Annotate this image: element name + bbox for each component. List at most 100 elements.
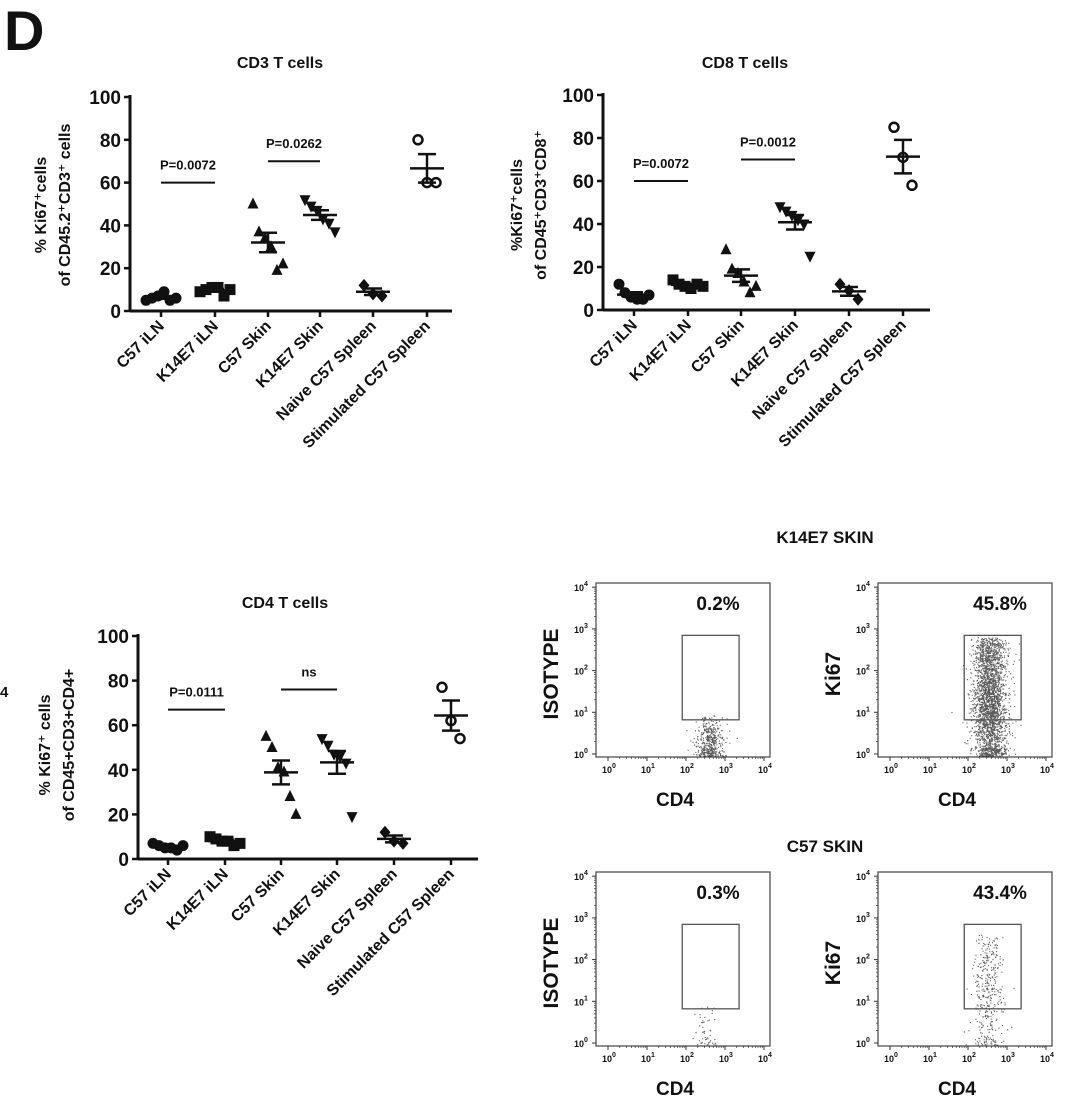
flow-events: [692, 1006, 717, 1046]
data-point: [744, 286, 756, 298]
y-axis-label: of CD45+CD3+CD4+: [61, 669, 78, 822]
flow-plot: 0.3%100100101101102102103103104104CD4ISO…: [540, 870, 772, 1100]
x-tick-label: C57 iLN: [587, 317, 641, 371]
gate-percent: 45.8%: [973, 594, 1027, 615]
data-point: [212, 281, 224, 293]
y-tick-label: 100: [574, 1037, 588, 1049]
y-tick-label: 80: [573, 129, 594, 150]
x-tick-label: 101: [923, 763, 937, 775]
flow-y-label: Ki67: [822, 652, 845, 696]
y-axis-label: of CD45.2⁺CD3⁺ cells: [57, 124, 74, 287]
data-point: [253, 225, 265, 237]
tick-exponent: 2: [690, 763, 694, 770]
y-tick-label: 40: [108, 761, 129, 782]
y-tick-label: 0: [583, 301, 594, 322]
y-axis-label: % Ki67⁺ cells: [37, 694, 54, 795]
tick-exponent: 1: [651, 763, 655, 770]
tick-exponent: 4: [866, 581, 870, 588]
x-tick-label: 104: [758, 1052, 772, 1064]
y-tick-label: 80: [100, 131, 121, 152]
x-tick-label: Naive C57 Spleen: [749, 317, 855, 423]
x-tick-label: 100: [602, 763, 616, 775]
gate-rectangle: [963, 634, 1022, 721]
tick-exponent: 3: [1011, 763, 1015, 770]
x-tick-label: C57 Skin: [228, 866, 288, 926]
tick-exponent: 3: [866, 623, 870, 630]
data-point: [379, 825, 391, 839]
data-point: [786, 210, 798, 222]
x-tick-label: 102: [680, 1052, 694, 1064]
y-tick-label: 100: [856, 1037, 870, 1049]
y-tick-label: 103: [574, 623, 588, 635]
data-point: [305, 201, 317, 213]
flow-group-title: K14E7 SKIN: [776, 528, 873, 547]
x-tick-label: 101: [641, 1052, 655, 1064]
x-tick-label: 102: [962, 763, 976, 775]
x-tick-label: C57 iLN: [121, 866, 175, 920]
y-tick-label: 102: [574, 954, 588, 966]
flow-group-1: C57 SKIN0.3%1001001011011021021031031041…: [540, 837, 1054, 1100]
gate-percent: 0.3%: [696, 883, 739, 904]
gate-rectangle: [681, 923, 740, 1010]
data-point: [329, 227, 341, 239]
tick-exponent: 1: [866, 706, 870, 713]
flow-x-label: CD4: [656, 790, 694, 811]
tick-exponent: 2: [972, 1052, 976, 1059]
tick-exponent: 4: [584, 581, 588, 588]
tick-exponent: 3: [729, 1052, 733, 1059]
data-point: [206, 281, 218, 293]
tick-exponent: 0: [612, 763, 616, 770]
flow-plot-frame: [877, 582, 1053, 758]
y-axis-label: %Ki67⁺cells: [509, 159, 526, 251]
p-value-label: P=0.0111: [169, 685, 224, 700]
panel-letter: D: [4, 0, 44, 62]
y-tick-label: 40: [100, 216, 121, 237]
data-point: [804, 251, 816, 263]
x-tick-label: Naive C57 Spleen: [273, 318, 379, 424]
x-tick-label: 100: [884, 763, 898, 775]
flow-events: [686, 715, 738, 758]
tick-exponent: 0: [584, 1037, 588, 1044]
y-tick-label: 104: [856, 581, 870, 593]
tick-exponent: 1: [866, 995, 870, 1002]
y-tick-label: 102: [856, 954, 870, 966]
tick-exponent: 0: [866, 1037, 870, 1044]
data-point: [888, 121, 900, 133]
data-point: [358, 278, 370, 292]
data-point: [316, 734, 328, 746]
y-tick-label: 103: [856, 623, 870, 635]
y-tick-label: 100: [97, 627, 129, 648]
tick-exponent: 2: [866, 954, 870, 961]
x-tick-label: 102: [680, 763, 694, 775]
chart-title: CD8 T cells: [702, 55, 788, 72]
tick-exponent: 2: [584, 665, 588, 672]
p-value-label: P=0.0072: [633, 156, 689, 171]
flow-plot-frame: [595, 582, 771, 758]
data-point: [277, 257, 289, 269]
data-point: [260, 729, 272, 741]
data-point: [218, 290, 230, 302]
tick-exponent: 0: [894, 763, 898, 770]
p-value-label: P=0.0262: [266, 136, 322, 151]
data-point: [436, 681, 448, 694]
tick-exponent: 3: [1011, 1052, 1015, 1059]
x-tick-label: 101: [641, 763, 655, 775]
flow-group-title: C57 SKIN: [787, 837, 864, 856]
gate-rectangle: [681, 634, 740, 721]
data-point: [194, 286, 206, 298]
x-tick-label: 102: [962, 1052, 976, 1064]
x-tick-label: Naive C57 Spleen: [294, 866, 400, 972]
flow-y-label: Ki67: [822, 941, 845, 985]
tick-exponent: 0: [866, 748, 870, 755]
flow-y-label: ISOTYPE: [540, 917, 563, 1008]
y-tick-label: 103: [856, 912, 870, 924]
tick-exponent: 4: [1050, 763, 1054, 770]
tick-exponent: 3: [584, 912, 588, 919]
p-value-label: P=0.0012: [740, 135, 796, 150]
data-point: [284, 790, 296, 802]
y-tick-label: 40: [573, 215, 594, 236]
tick-exponent: 4: [584, 870, 588, 877]
y-tick-label: 101: [574, 995, 588, 1007]
x-tick-label: 103: [719, 763, 733, 775]
